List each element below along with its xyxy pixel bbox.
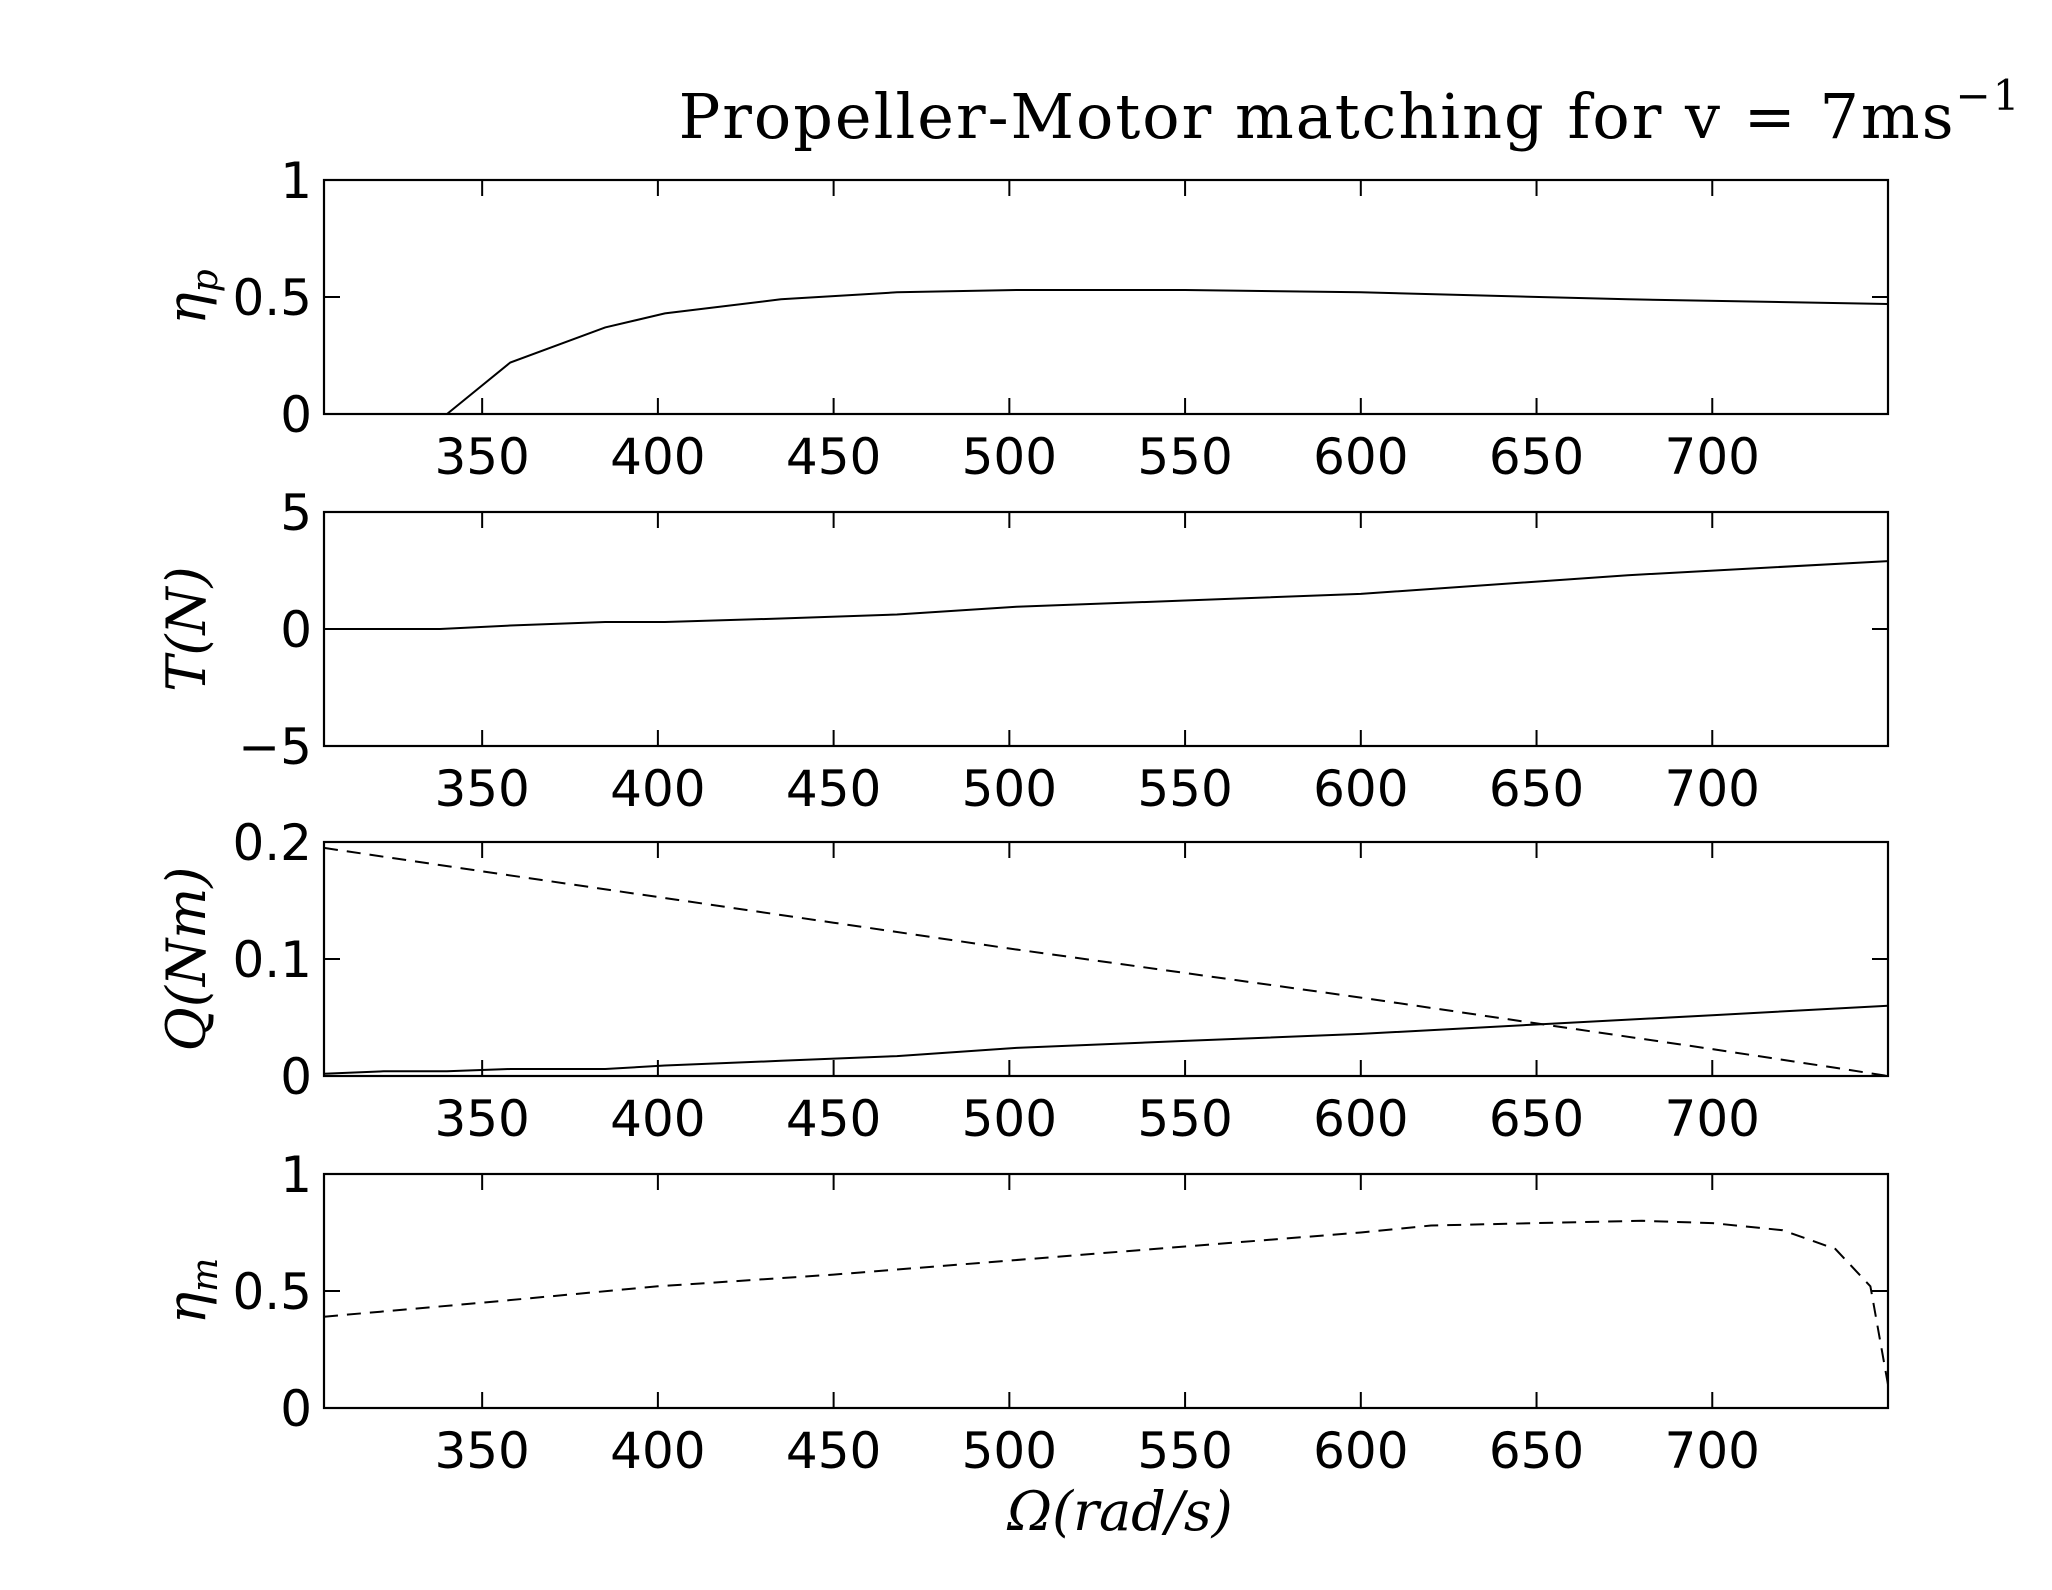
y-tick-label: 0.2 — [232, 814, 312, 872]
y-axis-label: T(N) — [155, 566, 218, 691]
y-tick-label: 5 — [280, 484, 312, 542]
solid-series-line — [324, 560, 1888, 630]
figure-title-superscript: −1 — [1956, 71, 2022, 120]
x-tick-label: 550 — [1137, 1422, 1232, 1480]
x-tick-label: 700 — [1665, 1422, 1760, 1480]
axes-frame — [322, 840, 1890, 1078]
x-tick-label: 600 — [1313, 1090, 1408, 1148]
x-tick-label: 500 — [962, 1090, 1057, 1148]
x-axis-label: Ω(rad/s) — [1006, 1480, 1232, 1543]
figure-title-main: Propeller-Motor matching for v = 7ms — [679, 80, 1956, 153]
y-axis-label: Q(Nm) — [155, 867, 218, 1052]
y-tick-label: 0.1 — [232, 931, 312, 989]
x-tick-label: 450 — [786, 1422, 881, 1480]
solid-series-line — [446, 289, 1888, 415]
series-group — [446, 289, 1888, 415]
x-tick-label: 400 — [610, 1422, 705, 1480]
x-tick-label: 350 — [434, 760, 529, 818]
x-tick-label: 600 — [1313, 428, 1408, 486]
x-tick-label: 350 — [434, 428, 529, 486]
x-tick-label: 350 — [434, 1090, 529, 1148]
solid-series-line — [324, 1004, 1888, 1075]
subplot-1: 350 400 450 500 550 600 650 700 0 0.5 1 ηp — [155, 152, 1890, 486]
x-tick-label: 450 — [786, 1090, 881, 1148]
x-tick-label: 550 — [1137, 428, 1232, 486]
x-tick-label: 600 — [1313, 760, 1408, 818]
series-group — [324, 1219, 1888, 1385]
y-tick-label: 0 — [280, 1048, 312, 1106]
x-tick-label: 500 — [962, 428, 1057, 486]
y-tick-label: 0 — [280, 601, 312, 659]
x-tick-label: 500 — [962, 760, 1057, 818]
y-axis-label: ηp — [155, 269, 226, 324]
y-tick-label: 0 — [280, 386, 312, 444]
x-tick-label: 700 — [1665, 1090, 1760, 1148]
x-tick-label: 550 — [1137, 1090, 1232, 1148]
subplot-4: 350 400 450 500 550 600 650 700 0 0.5 1 ηm — [155, 1146, 1890, 1480]
x-tick-label: 650 — [1489, 1422, 1584, 1480]
dashed-series-line — [324, 1219, 1888, 1385]
x-tick-label: 550 — [1137, 760, 1232, 818]
series-group — [324, 846, 1888, 1077]
y-tick-label: 0.5 — [232, 1263, 312, 1321]
x-tick-label: 700 — [1665, 428, 1760, 486]
axes-frame — [322, 510, 1890, 748]
dashed-series-line — [324, 846, 1888, 1077]
x-tick-label: 450 — [786, 428, 881, 486]
y-tick-label: 0 — [280, 1380, 312, 1438]
y-tick-label: 1 — [280, 1146, 312, 1204]
series-group — [324, 560, 1888, 630]
x-tick-label: 650 — [1489, 760, 1584, 818]
x-tick-label: 500 — [962, 1422, 1057, 1480]
subplot-3: 350 400 450 500 550 600 650 700 0 0.1 0.2Q(Nm) — [155, 814, 1890, 1148]
x-tick-label: 600 — [1313, 1422, 1408, 1480]
axes-frame — [322, 178, 1890, 416]
y-tick-label: 0.5 — [232, 269, 312, 327]
x-tick-label: 400 — [610, 760, 705, 818]
x-tick-label: 400 — [610, 428, 705, 486]
x-tick-label: 700 — [1665, 760, 1760, 818]
x-tick-label: 450 — [786, 760, 881, 818]
subplot-2: 350 400 450 500 550 600 650 700 −5 0 5 T(N) — [155, 484, 1890, 818]
axes-frame — [322, 1172, 1890, 1410]
y-tick-label: −5 — [238, 718, 312, 776]
x-tick-label: 400 — [610, 1090, 705, 1148]
x-tick-label: 350 — [434, 1422, 529, 1480]
x-tick-label: 650 — [1489, 1090, 1584, 1148]
y-axis-label: ηm — [155, 1258, 226, 1325]
figure-title: Propeller-Motor matching for v = 7ms−1 — [679, 71, 2022, 153]
y-tick-label: 1 — [280, 152, 312, 210]
x-tick-label: 650 — [1489, 428, 1584, 486]
